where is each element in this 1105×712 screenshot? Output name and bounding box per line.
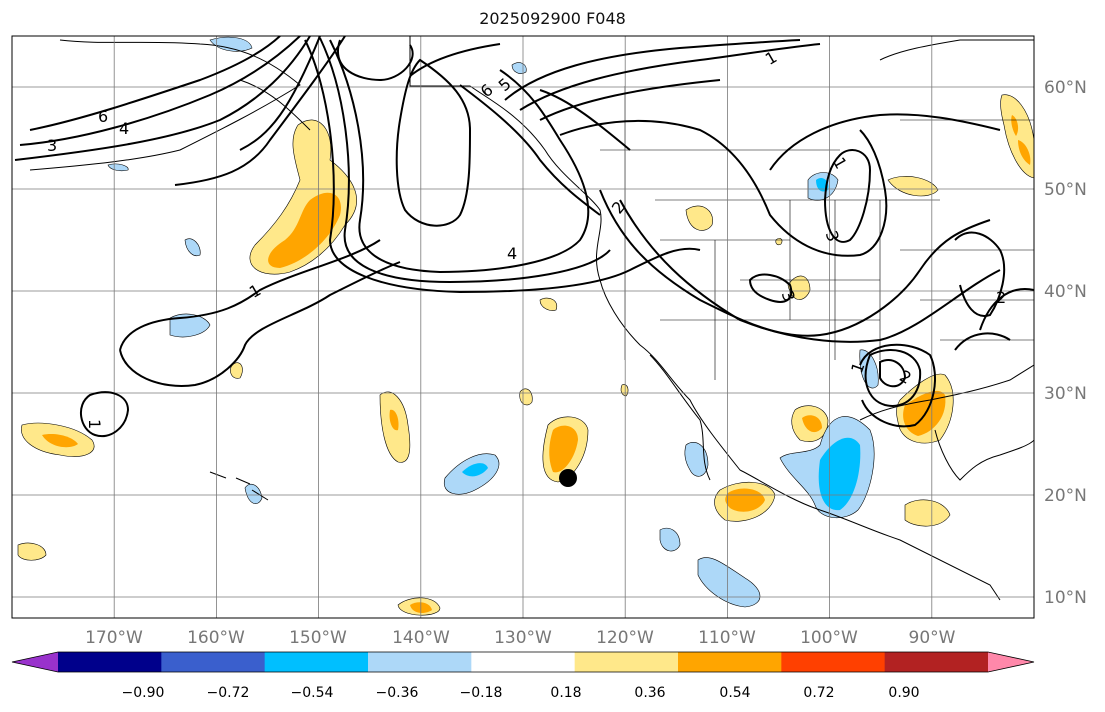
colorbar-tick-label: 0.54 [719,685,750,701]
colorbar-tick-label: −0.90 [122,685,165,701]
colorbar-segment [161,652,266,672]
colorbar-segment [471,652,576,672]
lon-tick-label: 130°W [494,628,552,648]
gridlines [12,36,1034,618]
lat-tick-label: 40°N [1044,282,1087,302]
lon-tick-label: 160°W [187,628,245,648]
colorbar [11,651,1035,673]
contour-label: 6 [98,107,108,126]
lon-tick-label: 100°W [800,628,858,648]
colorbar-extend-low [12,652,58,672]
colorbar-segment [368,652,472,672]
contour-label: 4 [507,244,517,263]
colorbar-tick-label: −0.72 [207,685,250,701]
longitude-tick-labels: 170°W 160°W 150°W 140°W 130°W 120°W 110°… [85,628,956,648]
colorbar-segment [781,652,886,672]
colorbar-tick-label: 0.36 [634,685,665,701]
colorbar-tick-label: 0.18 [550,685,581,701]
colorbar-extend-high [988,652,1034,672]
colorbar-tick-label: −0.54 [291,685,334,701]
colorbar-tick-label: −0.36 [376,685,419,701]
lon-tick-label: 90°W [909,628,956,648]
negative-anomaly-shading [107,36,879,608]
plot-title: 2025092900 F048 [479,9,626,28]
lon-tick-label: 140°W [392,628,450,648]
colorbar-tick-label: 0.72 [803,685,834,701]
lat-tick-label: 30°N [1044,384,1087,404]
contour-label: 3 [47,136,57,155]
colorbar-segment [264,652,369,672]
lat-tick-label: 60°N [1044,78,1087,98]
colorbar-segment [574,652,679,672]
colorbar-segment [678,652,782,672]
lat-tick-label: 50°N [1044,180,1087,200]
latitude-tick-labels: 60°N 50°N 40°N 30°N 20°N 10°N [1044,78,1087,608]
lon-tick-label: 150°W [289,628,347,648]
lon-tick-label: 170°W [85,628,143,648]
location-marker [559,469,577,487]
map-frame [11,35,1035,619]
colorbar-tick-label: 0.90 [888,685,919,701]
contour-lines [14,36,1034,438]
lon-tick-label: 110°W [698,628,756,648]
positive-anomaly-shading [17,94,1034,616]
colorbar-tick-label: −0.18 [460,685,503,701]
colorbar-tick-labels: −0.90 −0.72 −0.54 −0.36 −0.18 0.18 0.36 … [122,685,920,701]
lat-tick-label: 10°N [1044,588,1087,608]
coastlines [29,36,1034,601]
colorbar-segment [884,652,989,672]
lat-tick-label: 20°N [1044,486,1087,506]
lon-tick-label: 120°W [596,628,654,648]
contour-label: 1 [85,419,104,429]
contour-label: 4 [119,119,129,138]
colorbar-outline [11,651,1035,673]
colorbar-segment [58,652,162,672]
contour-label: 2 [996,288,1006,307]
